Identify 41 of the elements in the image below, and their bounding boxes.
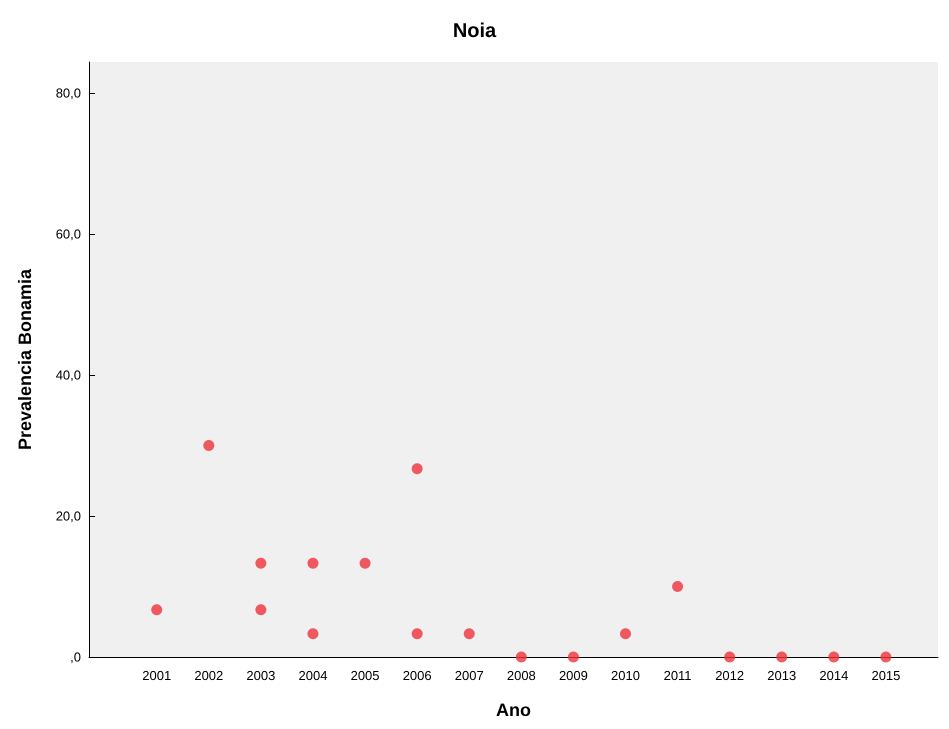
y-tick-label: ,0 [70,650,81,664]
x-tick-label: 2001 [142,668,172,683]
x-tick-label: 2002 [194,668,224,683]
x-tick-label: 2009 [558,668,588,683]
x-tick-label: 2004 [298,668,328,683]
x-tick-label: 2008 [506,668,536,683]
x-tick-label: 2013 [767,668,796,683]
x-tick-label: 2014 [819,668,848,683]
point [724,652,736,662]
y-tick-label: 80,0 [56,86,81,101]
x-tick-label: 2003 [246,668,276,683]
point [307,628,318,640]
x-tick-label: 2012 [715,668,744,683]
point [203,440,214,452]
point [880,652,892,662]
point [464,628,475,640]
x-axis-title: Ano [496,700,531,720]
chart-title: Noia [452,20,498,42]
point [255,604,266,616]
x-tick-label: 2011 [664,668,692,683]
point [412,463,423,474]
x-tick-label: 2005 [350,668,380,683]
y-tick-label: 20,0 [56,508,81,524]
y-tick-label: 60,0 [56,226,81,242]
x-tick-label: 2015 [871,668,900,683]
x-tick-label: 2006 [402,668,432,683]
point [516,652,527,662]
point [151,604,162,616]
point [568,652,579,662]
x-tick-label: 2007 [454,668,484,683]
y-tick-label: 40,0 [56,368,81,383]
point [255,558,266,569]
point [360,558,371,569]
point [412,628,423,640]
x-tick-label: 2010 [611,668,640,683]
point [672,581,684,592]
point [828,652,840,662]
y-axis-title: Prevalencia Bonamia [15,268,35,450]
point [776,652,788,662]
point [620,628,631,640]
point [307,558,318,569]
